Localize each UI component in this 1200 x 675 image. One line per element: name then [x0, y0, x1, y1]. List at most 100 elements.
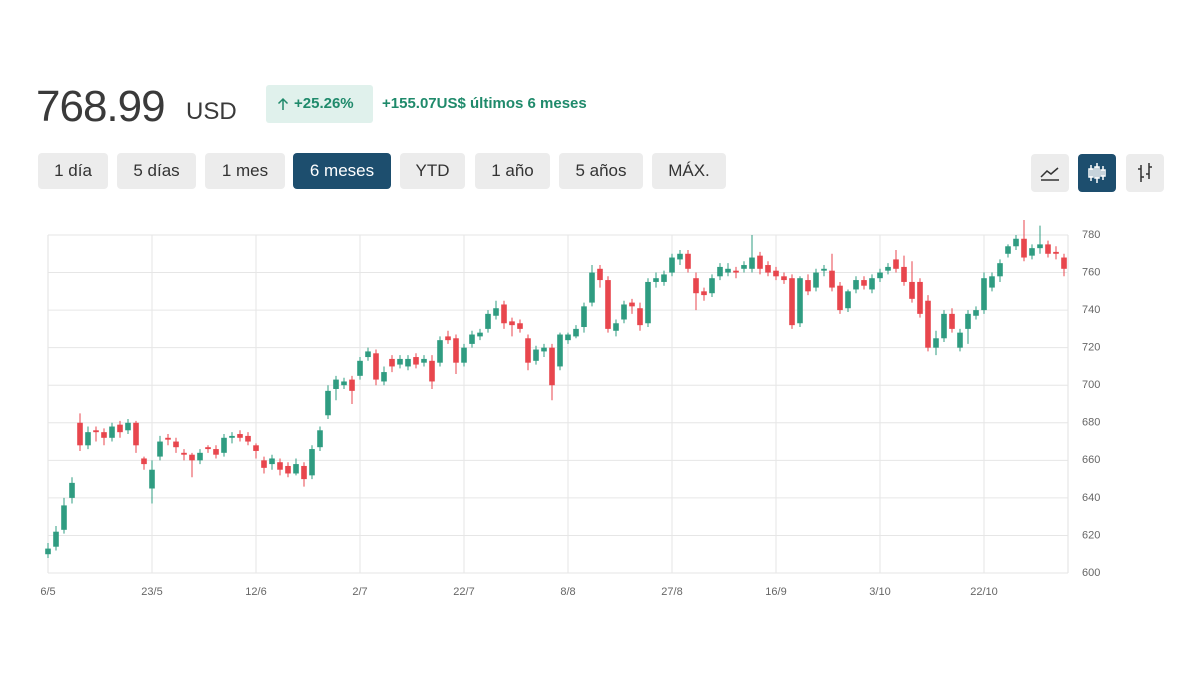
- candle-body: [533, 349, 539, 361]
- candle-body: [517, 323, 523, 329]
- y-tick-label: 620: [1082, 529, 1100, 541]
- candle-body: [1061, 257, 1067, 269]
- x-tick-label: 23/5: [141, 586, 162, 598]
- candle-body: [749, 257, 755, 269]
- candle-body: [493, 308, 499, 316]
- candle-body: [709, 278, 715, 294]
- range-button[interactable]: 1 día: [38, 153, 108, 189]
- candle-body: [973, 310, 979, 316]
- line-chart-button[interactable]: [1031, 154, 1069, 192]
- candle-body: [61, 505, 67, 530]
- candle-body: [653, 278, 659, 282]
- candle-body: [821, 268, 827, 271]
- candle-body: [1013, 238, 1019, 247]
- candle-body: [389, 358, 395, 367]
- candle-body: [245, 435, 251, 442]
- x-tick-label: 27/8: [661, 586, 682, 598]
- y-tick-label: 640: [1082, 492, 1100, 504]
- candle-body: [917, 281, 923, 314]
- range-button[interactable]: 1 año: [475, 153, 550, 189]
- candle-body: [205, 447, 211, 450]
- candle-body: [997, 263, 1003, 277]
- y-tick-label: 760: [1082, 266, 1100, 278]
- candle-body: [669, 257, 675, 273]
- candle-body: [877, 272, 883, 279]
- x-tick-label: 22/7: [453, 586, 474, 598]
- candle-body: [285, 465, 291, 474]
- candle-body: [757, 255, 763, 269]
- candle-body: [573, 328, 579, 337]
- candle-body: [949, 313, 955, 329]
- candle-body: [117, 424, 123, 433]
- candle-body: [325, 390, 331, 416]
- candle-body: [605, 280, 611, 329]
- line-icon: [1040, 167, 1059, 181]
- candle-body: [1021, 238, 1027, 258]
- candle-body: [933, 338, 939, 348]
- range-button[interactable]: 1 mes: [205, 153, 285, 189]
- ohlc-chart-button[interactable]: [1126, 154, 1164, 192]
- candle-body: [525, 338, 531, 363]
- candle-body: [989, 276, 995, 288]
- candle-body: [637, 308, 643, 326]
- candle-body: [357, 360, 363, 376]
- candle-body: [213, 449, 219, 455]
- range-button[interactable]: 5 días: [117, 153, 196, 189]
- candle-body: [797, 278, 803, 324]
- candle-body: [469, 334, 475, 344]
- y-tick-label: 740: [1082, 304, 1100, 316]
- candle-body: [909, 281, 915, 299]
- y-tick-label: 600: [1082, 567, 1100, 579]
- candle-body: [85, 432, 91, 446]
- candle-body: [725, 268, 731, 273]
- candle-body: [157, 441, 163, 457]
- candle-body: [717, 266, 723, 277]
- change-percent: +25.26%: [294, 95, 354, 112]
- candle-body: [349, 379, 355, 391]
- range-button[interactable]: 6 meses: [293, 153, 391, 189]
- candle-body: [269, 458, 275, 465]
- x-tick-label: 2/7: [352, 586, 367, 598]
- candle-body: [77, 422, 83, 446]
- candle-body: [445, 336, 451, 341]
- up-arrow: [277, 97, 289, 110]
- candle-body: [413, 357, 419, 365]
- candle-body: [189, 454, 195, 461]
- candle-body: [453, 338, 459, 363]
- candle-body: [45, 548, 51, 555]
- change-unit: US$: [436, 95, 466, 112]
- candle-body: [589, 272, 595, 303]
- candle-body: [765, 265, 771, 273]
- candle-body: [805, 280, 811, 292]
- candle-body: [165, 437, 171, 440]
- candle-body: [581, 306, 587, 328]
- candle-body: [333, 379, 339, 389]
- candle-body: [789, 278, 795, 326]
- candle-body: [173, 441, 179, 448]
- candle-body: [221, 437, 227, 453]
- candle-body: [541, 347, 547, 352]
- candle-body: [293, 464, 299, 474]
- candle-body: [613, 323, 619, 331]
- range-button[interactable]: MÁX.: [652, 153, 726, 189]
- y-tick-label: 660: [1082, 454, 1100, 466]
- candle-body: [645, 281, 651, 324]
- candle-body: [629, 302, 635, 307]
- ohlc-icon: [1138, 163, 1152, 182]
- candle-body: [733, 270, 739, 273]
- range-button[interactable]: YTD: [400, 153, 465, 189]
- candle-body: [565, 334, 571, 341]
- x-tick-label: 6/5: [40, 586, 55, 598]
- candle-chart-button[interactable]: [1078, 154, 1116, 192]
- candle-body: [421, 358, 427, 363]
- candle-body: [141, 458, 147, 465]
- candle-body: [485, 313, 491, 329]
- candle-body: [1005, 246, 1011, 254]
- candle-body: [101, 432, 107, 438]
- candle-body: [597, 268, 603, 281]
- candle-body: [845, 291, 851, 309]
- candle-body: [261, 460, 267, 468]
- range-button[interactable]: 5 años: [559, 153, 643, 189]
- candle-body: [125, 422, 131, 431]
